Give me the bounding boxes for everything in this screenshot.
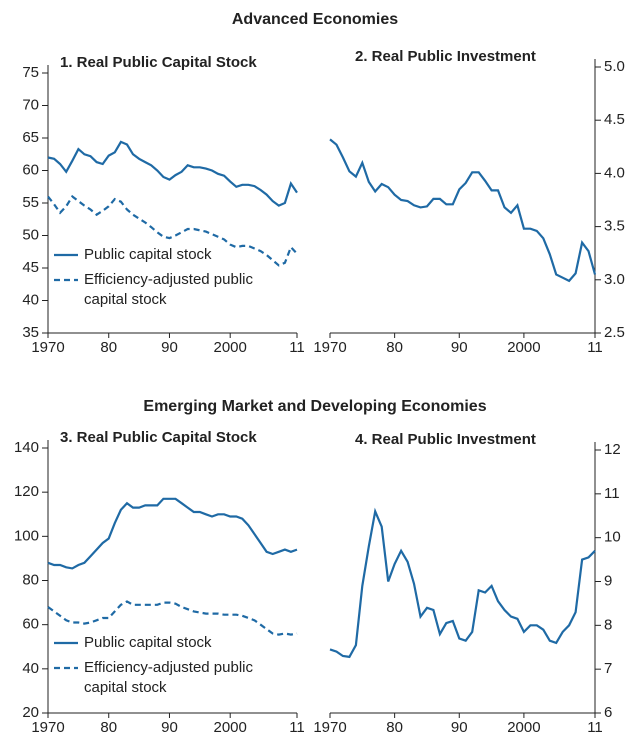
x-tick-label: 2000 [214,719,247,736]
panel-title: 1. Real Public Capital Stock [60,54,257,71]
x-tick-label: 80 [386,719,403,736]
y-tick-label: 75 [22,64,39,81]
x-tick-label: 90 [451,339,468,356]
x-tick-label: 11 [587,339,603,356]
legend-label: Public capital stock [84,634,212,651]
section-heading: Advanced Economies [232,11,398,28]
y-tick-label: 40 [22,660,39,677]
panel-title: 4. Real Public Investment [355,431,536,448]
y-tick-label: 20 [22,704,39,721]
y-tick-label: 80 [22,571,39,588]
y-tick-label: 5.0 [604,58,625,75]
x-tick-label: 1970 [313,719,346,736]
y-tick-label: 12 [604,441,621,458]
y-tick-label: 4.0 [604,164,625,181]
y-tick-label: 7 [604,660,612,677]
data-line [47,140,298,207]
x-tick-label: 80 [386,339,403,356]
x-tick-label: 1970 [313,339,346,356]
data-line [329,138,597,283]
y-tick-label: 50 [22,226,39,243]
x-tick-label: 2000 [507,339,540,356]
y-tick-label: 40 [22,291,39,308]
x-tick-label: 11 [587,719,603,736]
legend-label: Efficiency-adjusted public capital stock [84,659,253,696]
data-line [47,497,298,570]
data-line [329,507,596,659]
x-tick-label: 11 [289,339,305,356]
y-tick-label: 55 [22,194,39,211]
x-tick-label: 1970 [31,719,64,736]
y-tick-label: 3.0 [604,271,625,288]
y-tick-label: 11 [604,485,620,502]
y-tick-label: 9 [604,572,612,589]
y-tick-label: 100 [14,527,39,544]
x-tick-label: 90 [451,719,468,736]
y-tick-label: 8 [604,616,612,633]
y-tick-label: 65 [22,129,39,146]
y-tick-label: 3.5 [604,218,625,235]
x-tick-label: 90 [161,719,178,736]
legend-label: Public capital stock [84,246,212,263]
x-tick-label: 80 [100,719,117,736]
y-tick-label: 4.5 [604,111,625,128]
y-tick-label: 35 [22,324,39,341]
y-tick-label: 120 [14,483,39,500]
y-tick-label: 70 [22,96,39,113]
x-tick-label: 80 [100,339,117,356]
y-tick-label: 6 [604,704,612,721]
x-tick-label: 90 [161,339,178,356]
y-tick-label: 2.5 [604,324,625,341]
x-tick-label: 1970 [31,339,64,356]
y-tick-label: 60 [22,616,39,633]
section-heading: Emerging Market and Developing Economies [143,398,486,415]
y-tick-label: 140 [14,439,39,456]
y-tick-label: 60 [22,161,39,178]
x-tick-label: 2000 [507,719,540,736]
panel-title: 2. Real Public Investment [355,48,536,65]
x-tick-label: 2000 [214,339,247,356]
x-tick-label: 11 [289,719,305,736]
data-line [47,600,298,636]
y-tick-label: 45 [22,259,39,276]
panel-title: 3. Real Public Capital Stock [60,429,257,446]
data-line [47,194,298,267]
y-tick-label: 10 [604,529,621,546]
legend-label: Efficiency-adjusted public capital stock [84,271,253,308]
